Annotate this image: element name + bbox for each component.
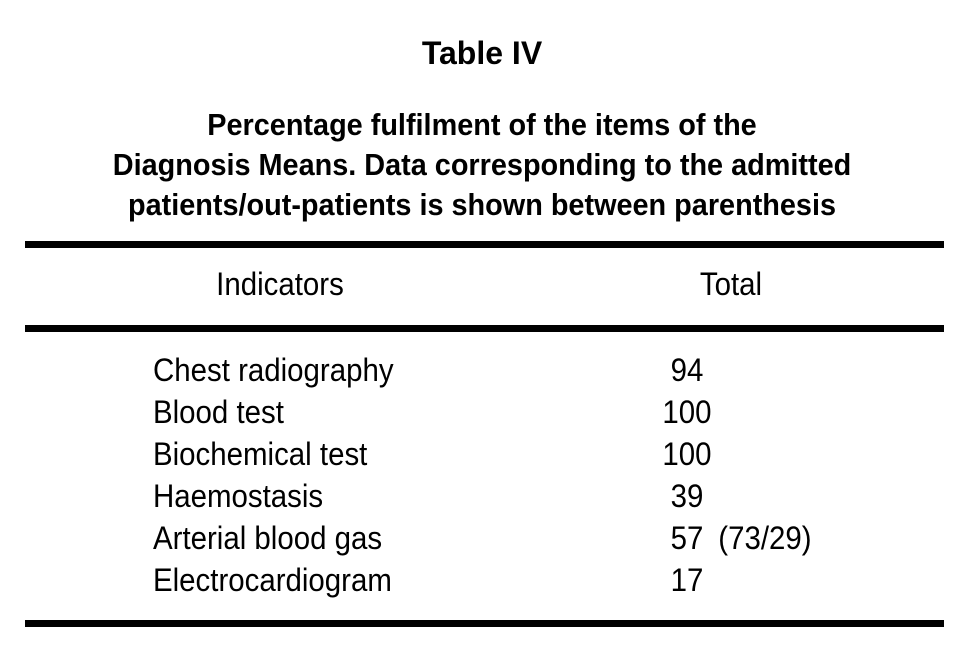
row-total-value: 17 — [661, 559, 718, 601]
row-indicator-label: Electrocardiogram — [153, 562, 392, 598]
table-header-row: Indicators Total — [0, 263, 964, 305]
column-header-indicators: Indicators — [216, 266, 344, 302]
table-row: Haemostasis 39 — [0, 475, 964, 517]
table-header-rule — [25, 325, 944, 332]
row-indicator-label: Arterial blood gas — [153, 520, 383, 556]
row-indicator-label: Biochemical test — [153, 436, 368, 472]
caption-line-3: patients/out-patients is shown between p… — [127, 187, 837, 222]
row-indicator-label: Haemostasis — [153, 478, 324, 514]
table-caption: Percentage fulfilment of the items of th… — [34, 105, 931, 225]
row-total-value: 100 — [661, 391, 718, 433]
table-row: Biochemical test 100 — [0, 433, 964, 475]
row-indicator-label: Blood test — [153, 394, 284, 430]
total-number: 100 — [662, 394, 712, 430]
table-row: Arterial blood gas 57 (73/29) — [0, 517, 964, 559]
table-row: Blood test 100 — [0, 391, 964, 433]
table-row: Chest radiography 94 — [0, 349, 964, 391]
table-row: Electrocardiogram 17 — [0, 559, 964, 601]
caption-line-1: Percentage fulfilment of the items of th… — [207, 107, 757, 142]
row-total-value: 94 — [661, 349, 718, 391]
total-number: 39 — [670, 478, 704, 514]
row-total-value: 57 (73/29) — [661, 517, 812, 559]
column-header-total: Total — [699, 266, 763, 302]
table-top-rule — [25, 241, 944, 248]
table-number-heading: Table IV — [421, 35, 543, 71]
caption-line-2: Diagnosis Means. Data corresponding to t… — [112, 147, 852, 182]
total-number: 100 — [662, 436, 712, 472]
row-total-value: 39 — [661, 475, 718, 517]
total-number: 57 — [670, 520, 704, 556]
table-bottom-rule — [25, 620, 944, 627]
total-number: 17 — [670, 562, 704, 598]
row-total-value: 100 — [661, 433, 718, 475]
total-parenthetical: (73/29) — [718, 520, 812, 556]
table-body: Chest radiography 94 Blood test 100 Bioc… — [0, 349, 964, 609]
total-number: 94 — [670, 352, 704, 388]
row-indicator-label: Chest radiography — [153, 352, 394, 388]
